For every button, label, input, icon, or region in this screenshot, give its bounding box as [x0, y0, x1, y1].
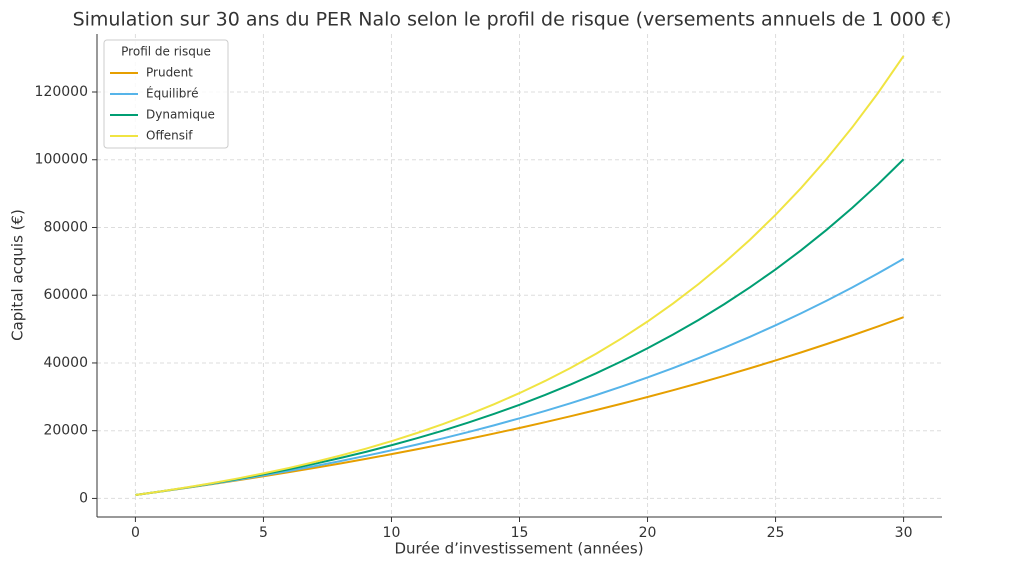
line	[135, 55, 905, 497]
y-tick-label: 0	[79, 490, 88, 506]
y-tick-label: 40000	[43, 355, 88, 371]
x-tick-label: 20	[639, 525, 657, 541]
y-tick-label: 100000	[35, 152, 88, 168]
x-axis-label: Durée d’investissement (années)	[394, 540, 643, 558]
x-tick-label: 25	[767, 525, 785, 541]
legend-label: Équilibré	[146, 86, 198, 101]
x-tick-label: 10	[383, 525, 401, 541]
x-tick-label: 15	[511, 525, 529, 541]
x-tick-label: 30	[895, 525, 913, 541]
x-tick-label: 0	[131, 525, 140, 541]
y-tick-label: 120000	[35, 84, 88, 100]
legend: Profil de risque Prudent Équilibré Dynamiqu…	[103, 39, 229, 149]
y-axis-label: Capital acquis (€)	[9, 209, 27, 341]
line	[135, 257, 905, 497]
legend-box	[103, 39, 229, 149]
legend-label: Offensif	[146, 129, 193, 143]
legend-label: Prudent	[146, 66, 193, 80]
y-tick-label: 20000	[43, 423, 88, 439]
x-tick-label: 5	[259, 525, 268, 541]
y-tick-label: 80000	[43, 219, 88, 235]
legend-label: Dynamique	[146, 108, 215, 122]
legend-title: Profil de risque	[121, 45, 211, 59]
y-tick-label: 60000	[43, 287, 88, 303]
chart-title: Simulation sur 30 ans du PER Nalo selon …	[73, 9, 952, 31]
